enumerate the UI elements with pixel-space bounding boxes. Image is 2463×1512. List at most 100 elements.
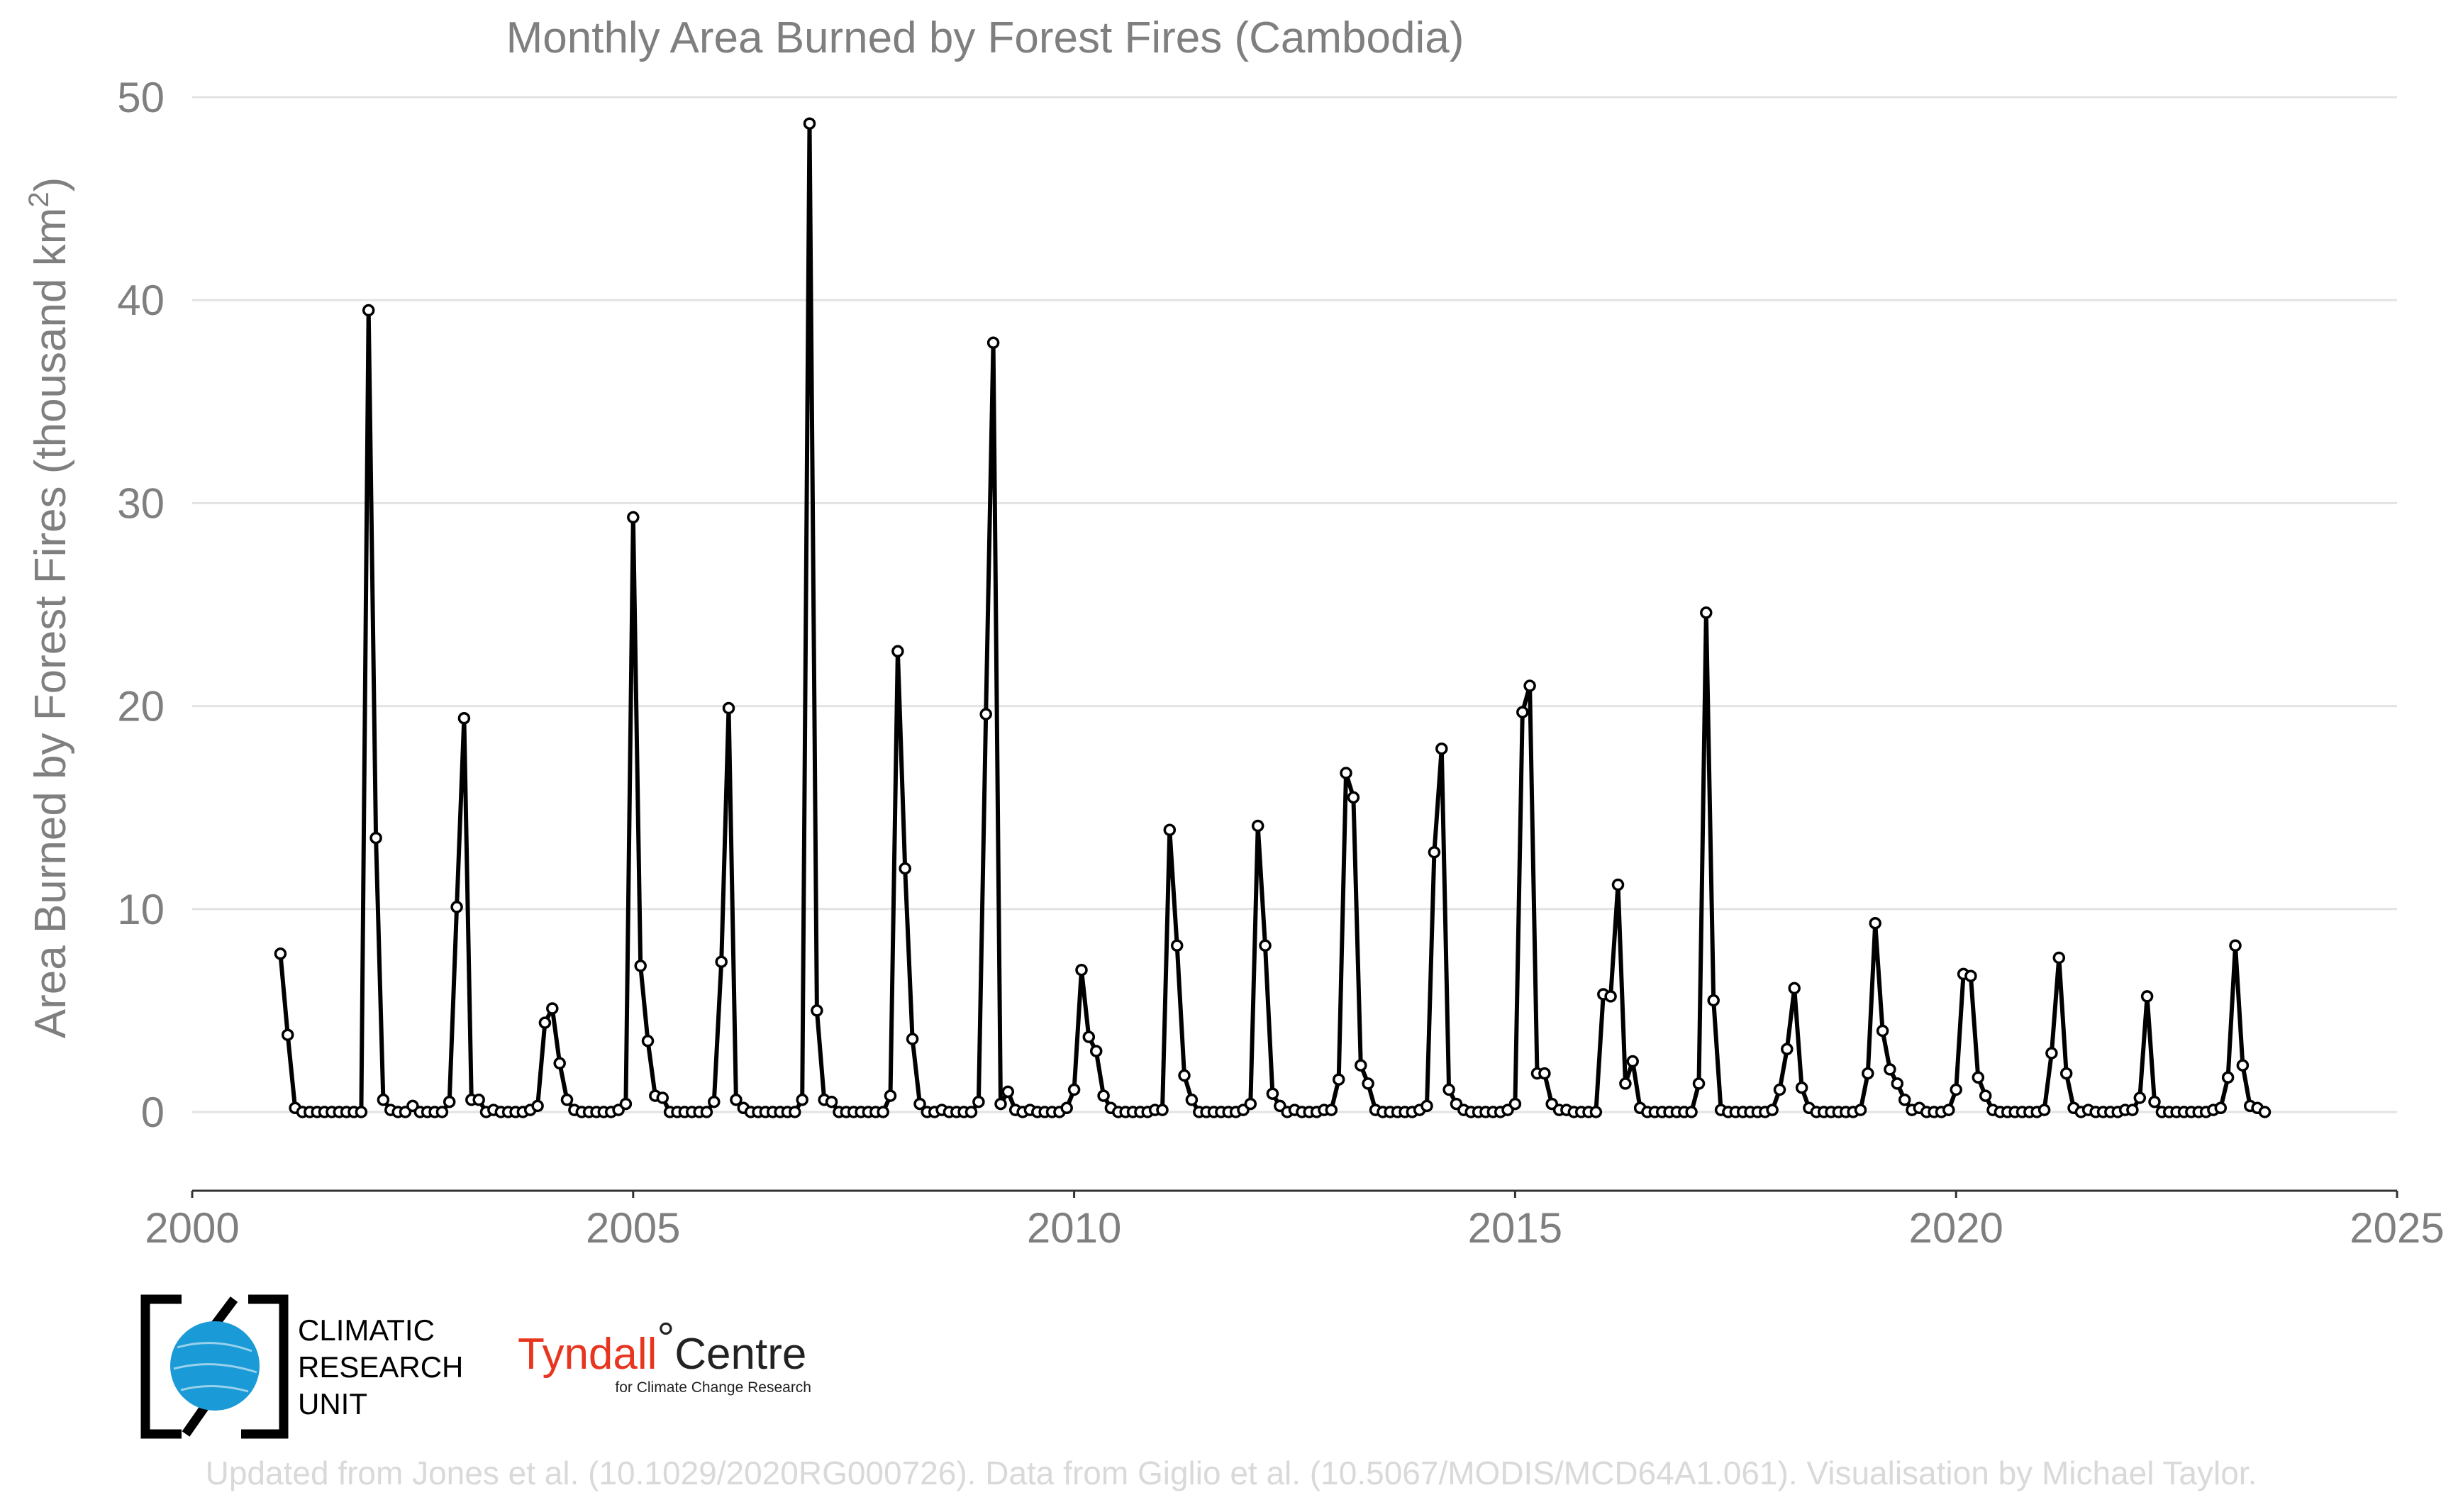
data-point	[457, 712, 471, 725]
data-point	[722, 701, 735, 715]
tyndall-logo: Tyndall°Centre for Climate Change Resear…	[518, 1314, 811, 1396]
data-point	[899, 862, 911, 875]
data-point	[972, 1095, 985, 1108]
data-point	[1862, 1067, 1874, 1080]
data-point	[2059, 1067, 2073, 1080]
y-axis-label: Area Burned by Forest Fires (thousand km…	[23, 177, 75, 1039]
data-point	[1001, 1085, 1015, 1099]
data-point	[546, 1002, 559, 1015]
data-point	[1611, 878, 1625, 891]
data-point	[1788, 982, 1801, 995]
data-point	[796, 1094, 808, 1106]
data-point	[1259, 939, 1272, 952]
data-point	[2148, 1095, 2161, 1108]
tyndall-wordmark: Tyndall°Centre	[518, 1314, 806, 1379]
data-point	[1362, 1077, 1374, 1090]
data-point	[1420, 1099, 1433, 1113]
data-point	[1442, 1083, 1455, 1096]
y-tick-label: 10	[117, 886, 165, 933]
data-point	[1251, 819, 1264, 833]
data-point	[553, 1057, 566, 1070]
data-point	[443, 1095, 456, 1108]
data-point	[1325, 1104, 1338, 1116]
data-point	[1538, 1067, 1551, 1080]
data-point	[906, 1033, 919, 1045]
data-point	[1979, 1089, 1992, 1102]
data-point	[825, 1095, 838, 1108]
data-point	[1685, 1106, 1698, 1118]
x-tick-label: 2005	[586, 1204, 680, 1252]
data-point	[891, 645, 904, 658]
data-point	[656, 1091, 669, 1104]
data-point	[2258, 1106, 2272, 1118]
data-point	[1332, 1073, 1345, 1086]
data-point	[1707, 994, 1720, 1007]
x-tick-label: 2000	[145, 1204, 239, 1252]
y-tick-label: 20	[117, 683, 165, 730]
gridlines	[192, 96, 2397, 1113]
data-point	[1266, 1087, 1279, 1100]
data-point	[627, 511, 640, 524]
data-point	[708, 1095, 721, 1108]
data-point	[2045, 1047, 2058, 1060]
data-point	[1244, 1097, 1257, 1111]
data-point	[2229, 939, 2242, 952]
data-point	[1692, 1077, 1706, 1090]
data-point	[1589, 1106, 1603, 1118]
data-point	[1964, 969, 1977, 982]
data-point	[1508, 1097, 1522, 1111]
data-point	[1619, 1077, 1632, 1090]
data-point	[634, 960, 647, 972]
y-tick-labels: 0 10 20 30 40 50	[117, 74, 165, 1136]
data-point	[355, 1106, 368, 1118]
data-point	[1869, 917, 1881, 930]
data-point	[994, 1097, 1007, 1111]
data-point	[2214, 1101, 2228, 1115]
data-point	[2037, 1104, 2051, 1116]
data-point	[472, 1094, 485, 1106]
data-point	[1089, 1045, 1103, 1057]
data-point	[560, 1094, 574, 1106]
data-point	[1972, 1071, 1985, 1084]
data-point	[1766, 1104, 1779, 1116]
data-point	[1523, 679, 1536, 692]
data-point	[1428, 845, 1441, 859]
tyndall-name: Tyndall	[518, 1330, 657, 1379]
data-point	[281, 1028, 294, 1041]
data-point	[1942, 1104, 1955, 1116]
data-point	[700, 1106, 713, 1118]
data-point	[1060, 1101, 1073, 1115]
data-point	[619, 1097, 633, 1111]
data-point	[1075, 963, 1088, 977]
data-point	[1156, 1104, 1169, 1116]
data-point	[1163, 823, 1177, 836]
data-point	[986, 336, 1000, 350]
data-point	[641, 1035, 655, 1047]
data-point	[274, 947, 287, 960]
data-point	[1170, 939, 1184, 952]
data-point	[1854, 1104, 1867, 1116]
cru-text-line1: CLIMATIC	[298, 1313, 435, 1347]
y-tick-label: 40	[117, 277, 165, 324]
data-point	[1178, 1069, 1191, 1082]
cru-text-line2: RESEARCH	[298, 1350, 463, 1384]
data-point	[450, 901, 463, 913]
data-point	[369, 831, 382, 845]
data-point	[789, 1106, 801, 1118]
data-point	[730, 1094, 743, 1106]
x-tick-label: 2025	[2350, 1204, 2444, 1252]
data-point	[1891, 1077, 1904, 1090]
data-point	[1876, 1024, 1889, 1038]
data-point	[1604, 990, 1617, 1003]
footer-credit: Updated from Jones et al. (10.1029/2020R…	[206, 1455, 2257, 1491]
data-point	[1773, 1083, 1786, 1096]
series-line	[278, 121, 2266, 1114]
x-axis-ticks: 2000 2005 2010 2015 2020 2025	[145, 1191, 2445, 1252]
data-point	[1950, 1083, 1962, 1096]
data-point	[715, 955, 728, 968]
data-point	[1347, 791, 1360, 804]
cru-text-line3: UNIT	[298, 1387, 367, 1421]
data-point	[884, 1089, 897, 1102]
tyndall-centre: Centre	[674, 1330, 806, 1379]
